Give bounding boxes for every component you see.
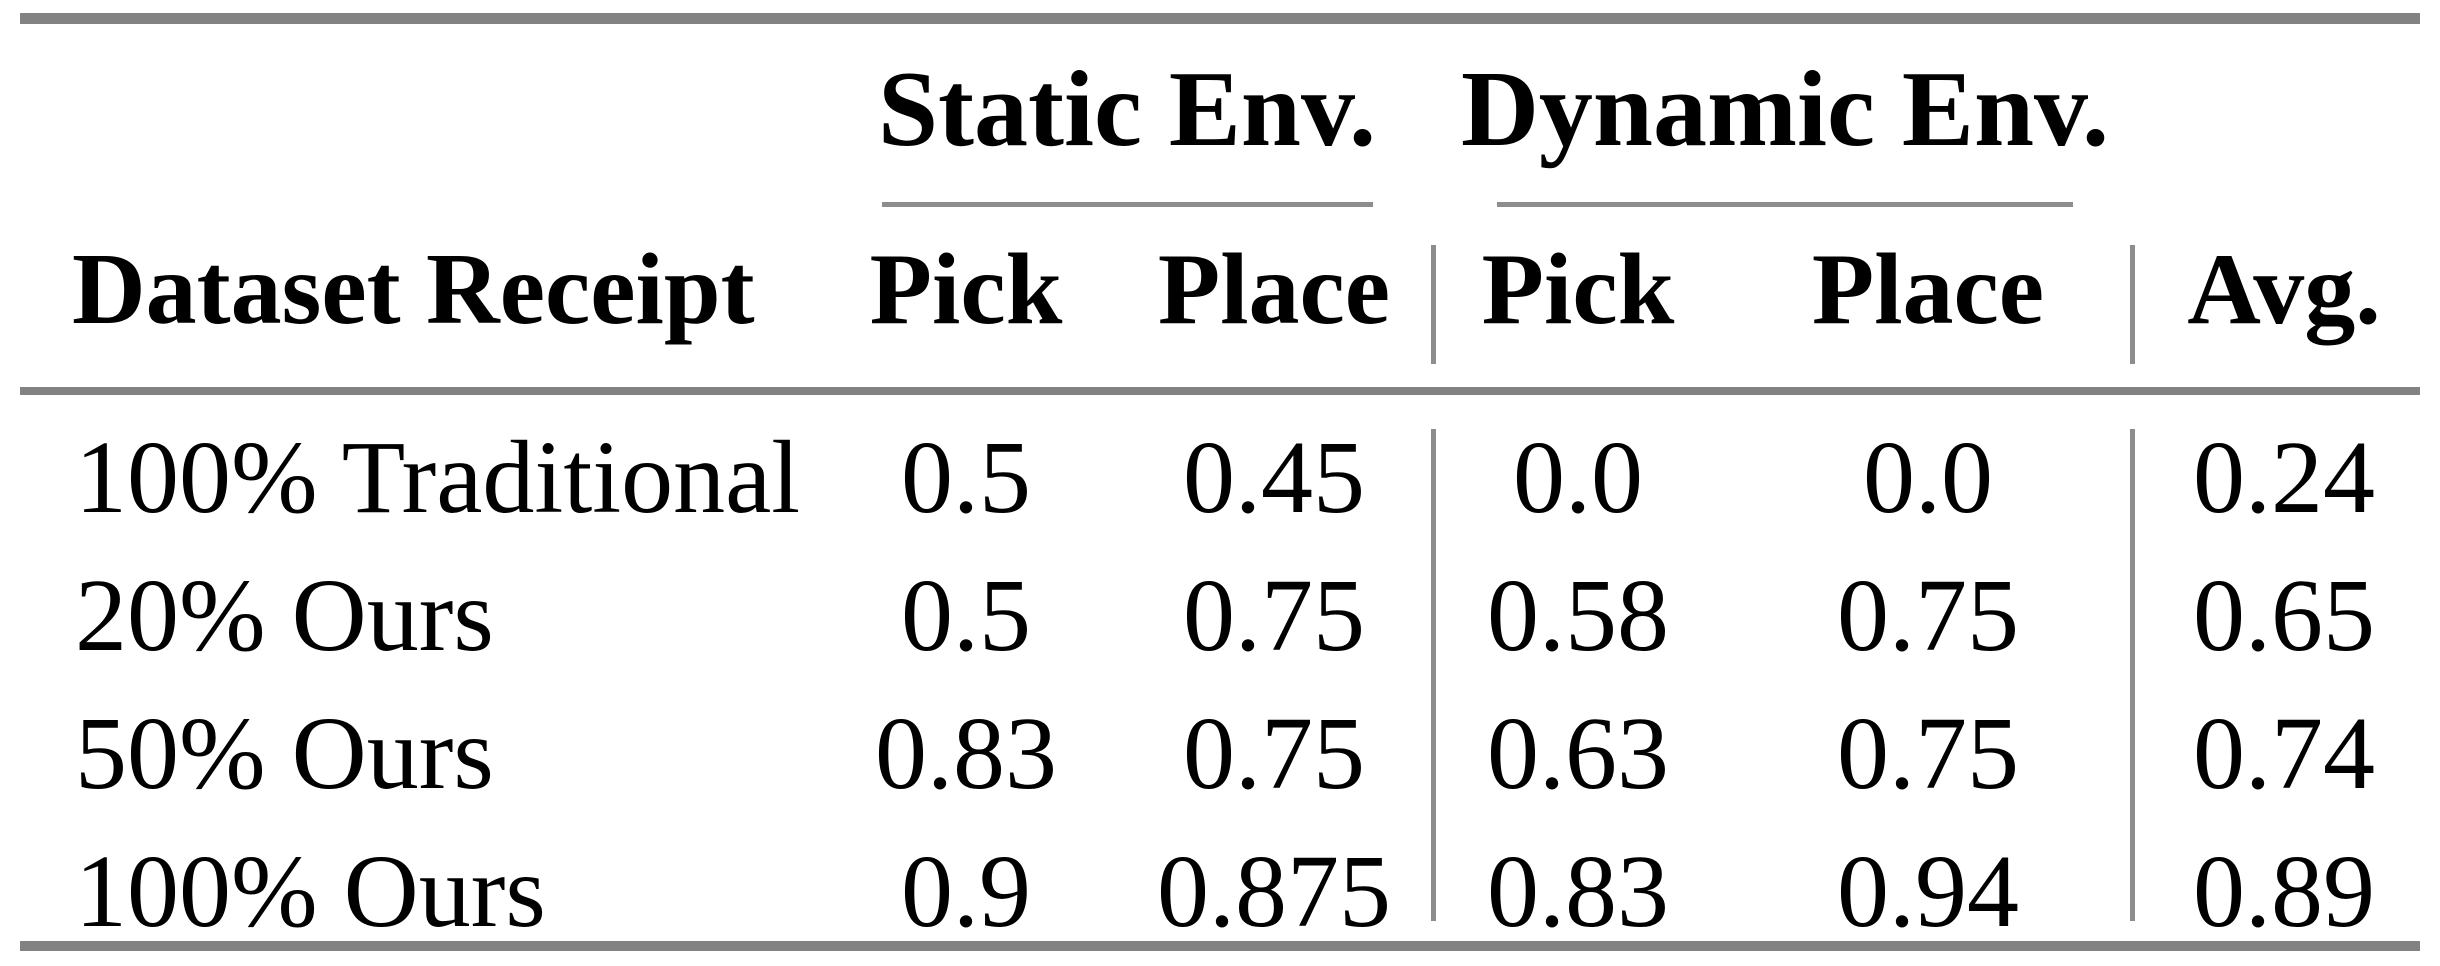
cell-static-pick: 0.5 — [901, 420, 1031, 535]
cell-static-place: 0.45 — [1183, 420, 1365, 535]
cell-dynamic-pick: 0.58 — [1487, 558, 1669, 673]
header-dynamic-place: Place — [1811, 233, 2045, 346]
row-label: 50% Ours — [75, 696, 494, 811]
cell-static-pick: 0.83 — [875, 696, 1057, 811]
cell-static-place: 0.75 — [1183, 558, 1365, 673]
row-label: 100% Traditional — [75, 420, 801, 535]
cell-dynamic-place: 0.75 — [1837, 696, 2019, 811]
separator-static-dynamic-header — [1431, 245, 1436, 364]
cell-dynamic-place: 0.94 — [1837, 834, 2019, 949]
header-static-pick: Pick — [869, 233, 1063, 346]
static-group-cmidrule — [882, 202, 1373, 207]
header-static-place: Place — [1157, 233, 1391, 346]
cell-dynamic-pick: 0.63 — [1487, 696, 1669, 811]
cell-avg: 0.65 — [2193, 558, 2375, 673]
separator-dynamic-avg-body — [2130, 429, 2135, 921]
cell-dynamic-place: 0.75 — [1837, 558, 2019, 673]
cell-avg: 0.24 — [2193, 420, 2375, 535]
cell-dynamic-pick: 0.0 — [1513, 420, 1643, 535]
cell-static-pick: 0.5 — [901, 558, 1031, 673]
column-group-static-env: Static Env. — [877, 50, 1377, 169]
table-mid-rule — [20, 387, 2420, 395]
cell-dynamic-place: 0.0 — [1863, 420, 1993, 535]
separator-dynamic-avg-header — [2130, 245, 2135, 364]
table-bottom-rule — [20, 941, 2420, 951]
separator-static-dynamic-body — [1431, 429, 1436, 921]
dynamic-group-cmidrule — [1497, 202, 2073, 207]
cell-static-pick: 0.9 — [901, 834, 1031, 949]
row-label: 100% Ours — [75, 834, 546, 949]
header-dataset-receipt: Dataset Receipt — [72, 233, 755, 346]
cell-avg: 0.74 — [2193, 696, 2375, 811]
cell-avg: 0.89 — [2193, 834, 2375, 949]
header-avg: Avg. — [2187, 233, 2381, 346]
cell-static-place: 0.75 — [1183, 696, 1365, 811]
row-label: 20% Ours — [75, 558, 494, 673]
table-top-rule — [20, 13, 2420, 24]
cell-dynamic-pick: 0.83 — [1487, 834, 1669, 949]
column-group-dynamic-env: Dynamic Env. — [1460, 50, 2110, 169]
header-dynamic-pick: Pick — [1481, 233, 1675, 346]
cell-static-place: 0.875 — [1157, 834, 1391, 949]
